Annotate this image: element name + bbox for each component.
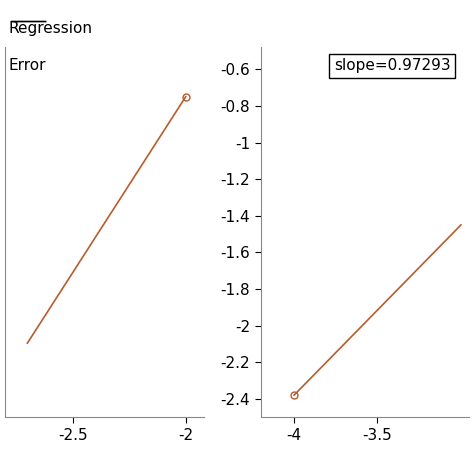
Text: slope=0.97293: slope=0.97293 <box>334 58 450 73</box>
Text: Regression: Regression <box>9 21 93 36</box>
Text: Error: Error <box>9 58 46 73</box>
